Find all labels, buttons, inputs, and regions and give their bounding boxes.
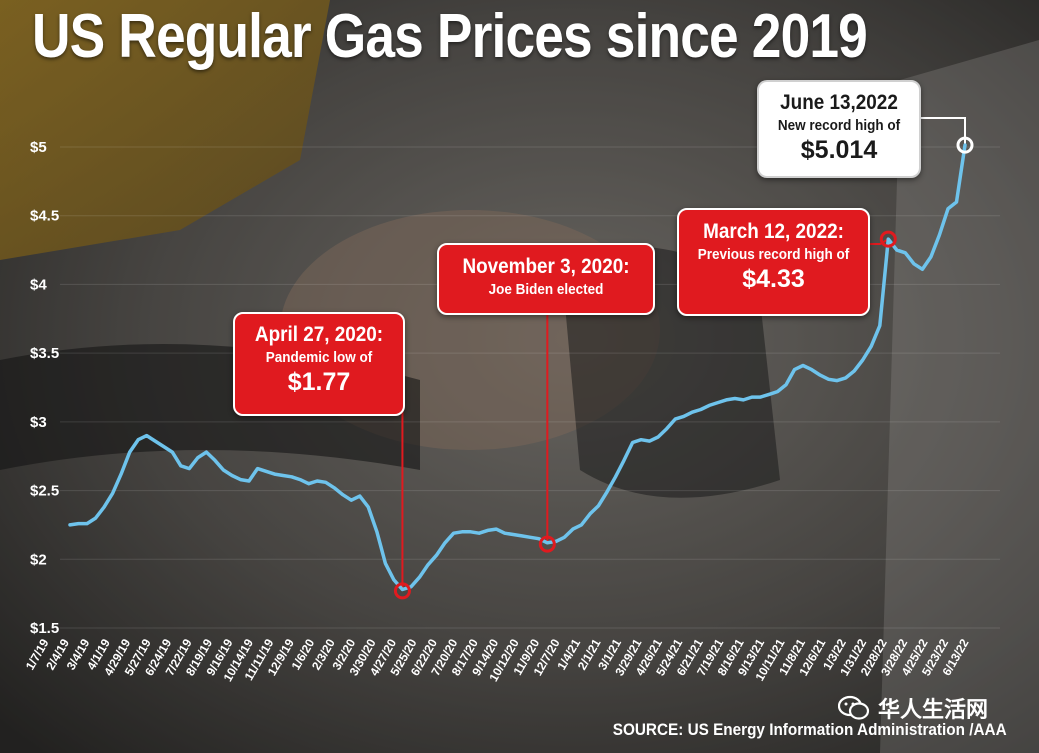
callout-date: November 3, 2020: [462,255,630,278]
y-tick-label: $3.5 [30,345,59,362]
event-marker [879,230,897,248]
callout-value: $1.77 [287,368,351,396]
callout-previous-record: March 12, 2022: Previous record high of … [677,208,870,316]
callout-new-record: June 13,2022 New record high of $5.014 [757,80,921,178]
leader-line [917,117,966,146]
watermark-text: 华人生活网 [878,698,989,723]
event-marker [393,582,411,600]
callout-leader-lines [401,117,966,591]
leader-line [866,238,889,245]
x-axis-ticks: 1/7/192/4/193/4/194/1/194/29/195/27/196/… [23,636,972,684]
callout-biden-elected: November 3, 2020: Joe Biden elected [437,243,655,315]
event-markers [393,136,974,600]
callout-date: June 13,2022 [780,91,898,114]
callout-pandemic-low: April 27, 2020: Pandemic low of $1.77 [233,312,405,416]
callout-value: $5.014 [800,136,878,164]
y-tick-label: $4 [30,276,47,293]
callout-desc: Previous record high of [697,246,850,263]
y-tick-label: $4.5 [30,208,59,225]
series-line-regular-gas-price [68,143,967,592]
callout-date: March 12, 2022: [703,220,844,243]
callout-date: April 27, 2020: [254,323,384,346]
callout-desc: Pandemic low of [265,349,373,366]
source-note: SOURCE: US Energy Information Administra… [613,720,1007,739]
y-tick-label: $1.5 [30,620,59,637]
y-tick-label: $5 [30,139,47,156]
callout-desc: Joe Biden elected [488,281,604,298]
y-tick-label: $2.5 [30,483,59,500]
wechat-icon [838,695,870,720]
y-tick-label: $3 [30,414,47,431]
watermark: 华人生活网 [838,692,988,724]
event-marker [538,535,556,553]
chart-title: US Regular Gas Prices since 2019 [32,2,868,71]
y-axis-ticks: $1.5 $2 $2.5 $3 $3.5 $4 $4.5 $5 [30,139,59,637]
callout-desc: New record high of [777,117,901,134]
event-marker [956,136,974,154]
callout-value: $4.33 [742,265,805,293]
y-tick-label: $2 [30,551,47,568]
